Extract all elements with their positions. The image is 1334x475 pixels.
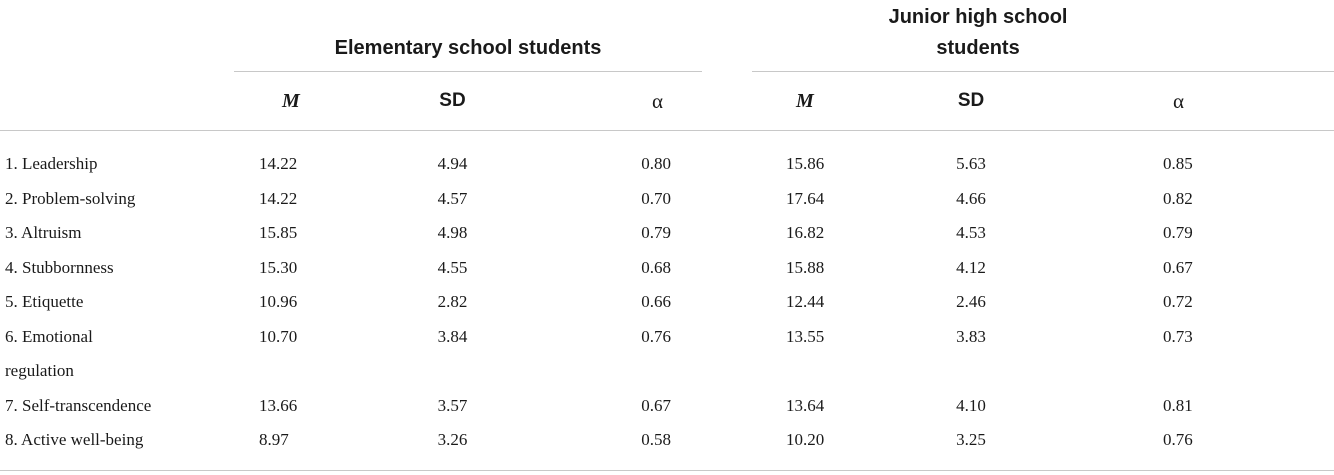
gap-cell — [702, 131, 752, 182]
elementary-alpha-value: 0.67 — [641, 395, 672, 415]
row-label-text: 6. Emotional regulation — [5, 326, 93, 381]
col-header-junior-sd: SD — [870, 71, 1073, 131]
junior-alpha-value: 0.79 — [1163, 223, 1193, 242]
elementary-sd-value: 4.94 — [437, 154, 468, 173]
junior-m-value: 13.55 — [786, 326, 825, 346]
junior-alpha-value: 0.82 — [1163, 188, 1193, 208]
gap-cell — [702, 389, 752, 424]
junior-sd-value: 4.12 — [956, 257, 986, 277]
gap-cell — [702, 285, 752, 320]
elementary-sd-value: 3.26 — [352, 423, 553, 471]
elementary-sd-value: 4.55 — [437, 257, 468, 277]
junior-alpha-value: 0.67 — [1163, 257, 1193, 277]
elementary-alpha-value: 0.79 — [641, 223, 672, 242]
col-header-junior-m: M — [752, 71, 871, 131]
junior-sd-value: 4.53 — [956, 223, 986, 242]
row-label: 4. Stubbornness — [5, 257, 114, 277]
empty-header-cell — [0, 0, 234, 72]
junior-m-value: 15.86 — [786, 154, 825, 173]
gap-subheader-cell — [702, 71, 753, 131]
elementary-sd-value: 4.57 — [437, 188, 468, 208]
gap-cell — [702, 182, 752, 217]
group-header-junior: Junior high school students — [752, 0, 1334, 72]
empty-subheader-cell — [0, 71, 234, 131]
gap-cell — [702, 216, 752, 251]
junior-alpha-value: 0.85 — [1163, 154, 1193, 173]
junior-alpha-value: 0.72 — [1163, 292, 1193, 311]
elementary-sd-value: 3.57 — [437, 395, 468, 415]
junior-sd-value: 4.66 — [956, 188, 986, 208]
junior-sd-value: 4.10 — [956, 395, 986, 415]
group-header-elementary: Elementary school students — [234, 0, 703, 72]
junior-sd-value: 3.83 — [956, 326, 986, 346]
elementary-m-value: 10.70 — [259, 326, 298, 346]
gap-cell — [702, 423, 753, 471]
gap-cell — [702, 251, 752, 286]
row-label: 7. Self-transcendence — [5, 395, 152, 415]
row-label: 6. Emotional regulation — [0, 320, 234, 389]
junior-sd-value: 5.63 — [956, 154, 986, 173]
elementary-m-value: 14.22 — [259, 154, 298, 173]
row-label: 5. Etiquette — [5, 292, 84, 311]
elementary-m-value: 13.66 — [259, 395, 298, 415]
junior-m-value: 17.64 — [786, 188, 825, 208]
elementary-alpha-value: 0.80 — [641, 154, 672, 173]
table-row: 2. Problem-solving 14.22 4.57 0.70 17.64… — [0, 182, 1334, 217]
column-header-row: M SD α M SD α — [0, 71, 1334, 131]
group-header-junior-text: Junior high school students — [888, 6, 1068, 59]
junior-m-value: 16.82 — [786, 223, 825, 242]
row-label: 2. Problem-solving — [5, 188, 136, 208]
elementary-m-value: 15.30 — [259, 257, 298, 277]
elementary-sd-value: 4.98 — [437, 223, 468, 242]
elementary-alpha-value: 0.68 — [641, 257, 672, 277]
elementary-m-value: 8.97 — [234, 423, 352, 471]
gap-cell — [702, 320, 752, 389]
group-header-row: Elementary school students Junior high s… — [0, 0, 1334, 72]
elementary-sd-value: 2.82 — [437, 292, 468, 311]
col-header-elementary-alpha: α — [553, 71, 703, 131]
row-label: 3. Altruism — [5, 223, 82, 242]
elementary-m-value: 15.85 — [259, 223, 298, 242]
junior-sd-value: 3.25 — [870, 423, 1073, 471]
junior-m-value: 13.64 — [786, 395, 825, 415]
table-row: 8. Active well-being 8.97 3.26 0.58 10.2… — [0, 423, 1334, 471]
junior-sd-value: 2.46 — [956, 292, 986, 311]
table-row: 3. Altruism 15.85 4.98 0.79 16.82 4.53 0… — [0, 216, 1334, 251]
table-row: 1. Leadership 14.22 4.94 0.80 15.86 5.63… — [0, 131, 1334, 182]
col-header-junior-alpha: α — [1072, 71, 1334, 131]
elementary-alpha-value: 0.70 — [641, 188, 672, 208]
elementary-sd-value: 3.84 — [437, 326, 468, 346]
junior-m-value: 10.20 — [752, 423, 871, 471]
junior-alpha-value: 0.73 — [1163, 326, 1193, 346]
elementary-alpha-value: 0.76 — [641, 326, 672, 346]
table-row: 7. Self-transcendence 13.66 3.57 0.67 13… — [0, 389, 1334, 424]
elementary-alpha-value: 0.58 — [553, 423, 703, 471]
table-row: 5. Etiquette 10.96 2.82 0.66 12.44 2.46 … — [0, 285, 1334, 320]
table-row: 4. Stubbornness 15.30 4.55 0.68 15.88 4.… — [0, 251, 1334, 286]
row-label: 8. Active well-being — [0, 423, 234, 471]
elementary-m-value: 14.22 — [259, 188, 298, 208]
junior-m-value: 12.44 — [786, 292, 825, 311]
elementary-alpha-value: 0.66 — [641, 292, 672, 311]
junior-alpha-value: 0.81 — [1163, 395, 1193, 415]
junior-m-value: 15.88 — [786, 257, 825, 277]
row-label: 1. Leadership — [5, 154, 98, 173]
col-header-elementary-m: M — [234, 71, 352, 131]
gap-header-cell — [702, 0, 752, 72]
col-header-elementary-sd: SD — [352, 71, 553, 131]
junior-alpha-value: 0.76 — [1072, 423, 1334, 471]
elementary-m-value: 10.96 — [259, 292, 298, 311]
table-row: 6. Emotional regulation 10.70 3.84 0.76 … — [0, 320, 1334, 389]
